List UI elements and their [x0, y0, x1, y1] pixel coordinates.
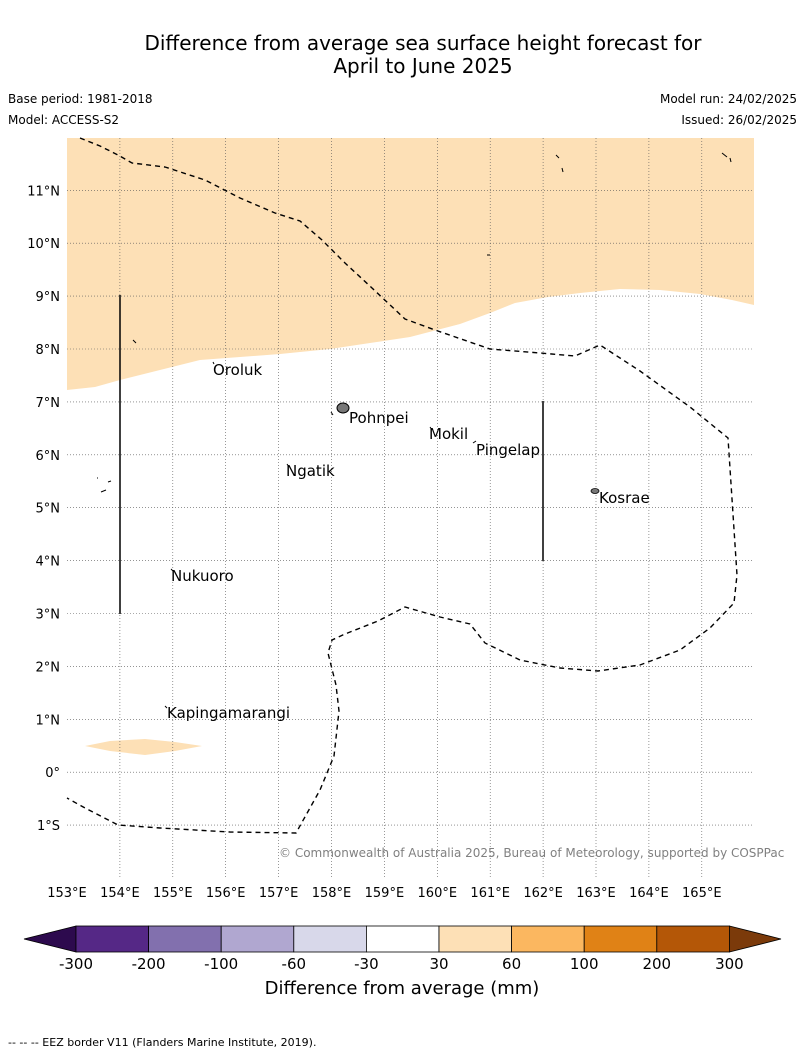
label-pohnpei: Pohnpei	[349, 409, 409, 427]
lat-tick-label: 3°N	[36, 608, 61, 623]
lon-tick-label: 158°E	[312, 886, 352, 901]
lon-tick-label: 153°E	[47, 886, 87, 901]
map-grid	[67, 138, 754, 878]
small-islets	[97, 152, 732, 709]
lon-tick-label: 159°E	[365, 886, 405, 901]
lat-tick-label: 2°N	[36, 660, 61, 675]
label-pingelap: Pingelap	[476, 441, 540, 459]
model-text: Model: ACCESS-S2	[8, 113, 120, 127]
anomaly-fill-equator	[85, 739, 202, 755]
title-line-1: Difference from average sea surface heig…	[144, 31, 702, 55]
map-title: Difference from average sea surface heig…	[0, 32, 804, 78]
lat-tick-label: 7°N	[36, 396, 61, 411]
colorbar-tick-label: 30	[429, 955, 448, 973]
colorbar-high-extend	[729, 925, 782, 953]
lat-tick-label: 9°N	[36, 290, 61, 305]
colorbar-tick-label: -60	[282, 955, 307, 973]
colorbar-segment	[511, 925, 585, 953]
lat-tick-label: 8°N	[36, 343, 61, 358]
copyright-text: © Commonwealth of Australia 2025, Bureau…	[279, 846, 785, 860]
lat-tick-label: 4°N	[36, 555, 61, 570]
lon-tick-label: 154°E	[100, 886, 140, 901]
label-mokil: Mokil	[429, 425, 468, 443]
lat-tick-label: 10°N	[27, 237, 60, 252]
colorbar: -300 -200 -100 -60 -30 30 60 100 200 300	[23, 925, 782, 973]
label-kosrae: Kosrae	[599, 489, 650, 507]
eez-border	[66, 137, 738, 834]
colorbar-tick-label: 100	[570, 955, 599, 973]
lat-tick-label: 1°S	[37, 819, 60, 834]
lat-tick-label: 5°N	[36, 502, 61, 517]
colorbar-tick-label: -200	[132, 955, 166, 973]
lat-tick-label: 11°N	[27, 184, 60, 199]
title-line-2: April to June 2025	[333, 54, 513, 78]
issued-text: Issued: 26/02/2025	[681, 113, 797, 127]
label-ngatik: Ngatik	[286, 462, 335, 480]
lon-tick-label: 161°E	[470, 886, 510, 901]
colorbar-segment	[656, 925, 730, 953]
colorbar-low-extend	[23, 925, 77, 953]
colorbar-title: Difference from average (mm)	[264, 978, 540, 999]
colorbar-tick-label: 300	[715, 955, 744, 973]
colorbar-segment	[293, 925, 367, 953]
pohnpei-island	[336, 402, 350, 414]
colorbar-tick-label: 200	[642, 955, 671, 973]
kosrae-island	[590, 488, 600, 494]
lat-tick-label: 1°N	[36, 713, 61, 728]
anomaly-fill-north	[67, 138, 754, 390]
lon-tick-label: 160°E	[418, 886, 458, 901]
colorbar-tick-label: -300	[59, 955, 93, 973]
colorbar-tick-label: -30	[354, 955, 379, 973]
colorbar-segment	[148, 925, 222, 953]
lon-tick-label: 157°E	[259, 886, 299, 901]
lon-tick-label: 164°E	[629, 886, 669, 901]
latitude-tick-labels: 1°S 0° 1°N 2°N 3°N 4°N 5°N 6°N 7°N 8°N 9°N 10°N 11°N	[27, 184, 60, 834]
lat-tick-label: 6°N	[36, 449, 61, 464]
lon-tick-label: 163°E	[576, 886, 616, 901]
label-oroluk: Oroluk	[213, 361, 262, 379]
lon-tick-label: 162°E	[523, 886, 563, 901]
colorbar-segment	[220, 925, 295, 953]
lon-tick-label: 165°E	[682, 886, 722, 901]
colorbar-segment	[583, 925, 658, 953]
longitude-tick-labels: 153°E 154°E 155°E 156°E 157°E 158°E 159°E 160°E…	[47, 886, 721, 901]
label-kapingamarangi: Kapingamarangi	[167, 704, 290, 722]
label-nukuoro: Nukuoro	[171, 567, 234, 585]
lon-tick-label: 156°E	[206, 886, 246, 901]
colorbar-segment	[365, 925, 440, 953]
colorbar-segment	[438, 925, 512, 953]
model-run-text: Model run: 24/02/2025	[659, 92, 797, 106]
lon-tick-label: 155°E	[153, 886, 193, 901]
colorbar-segment	[75, 925, 149, 953]
base-period-text: Base period: 1981-2018	[8, 92, 153, 106]
eez-footnote: -- -- -- EEZ border V11 (Flanders Marine…	[8, 1036, 317, 1049]
colorbar-tick-label: -100	[204, 955, 238, 973]
colorbar-tick-label: 60	[502, 955, 521, 973]
lat-tick-label: 0°	[45, 766, 60, 781]
